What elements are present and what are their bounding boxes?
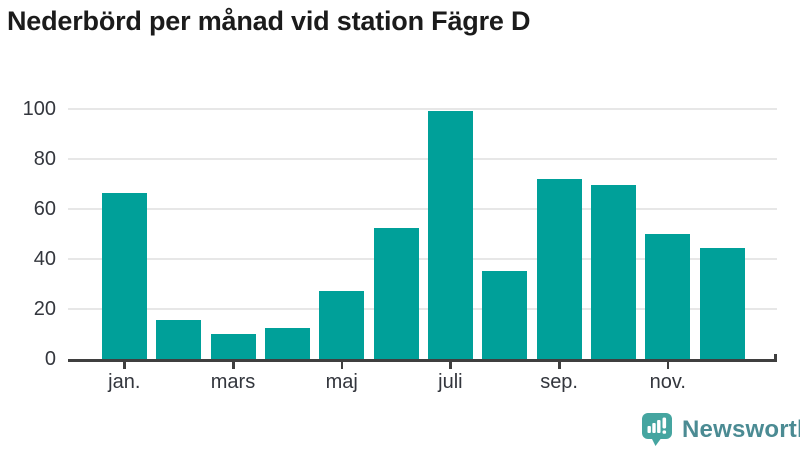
y-axis-label-0: 0 [44, 348, 56, 370]
x-axis-label-juli: juli [438, 371, 463, 393]
x-axis-label-sep: sep. [540, 371, 578, 393]
bar-nov [645, 234, 690, 359]
bar-sep [537, 179, 582, 359]
x-axis-tick-nov [666, 362, 670, 369]
chart-title: Nederbörd per månad vid station Fägre D [7, 6, 531, 36]
gridline-80 [68, 158, 777, 160]
x-axis-tick-sep [558, 362, 561, 369]
newsworthy-logo-text: Newsworthy [682, 415, 800, 443]
bar-feb [156, 320, 201, 359]
bar-dec [700, 248, 745, 359]
x-axis-line [68, 359, 777, 362]
x-axis-endcap [774, 354, 777, 362]
y-axis-label-40: 40 [33, 248, 56, 270]
bar-juli [428, 111, 473, 359]
bar-juni [374, 228, 419, 359]
gridline-20 [68, 308, 777, 310]
bar-aug [482, 271, 527, 359]
x-axis-tick-jan [123, 362, 126, 369]
gridline-100 [68, 108, 777, 110]
y-axis-label-100: 100 [22, 98, 56, 120]
x-axis-label-maj: maj [325, 371, 358, 393]
bar-apr [265, 328, 310, 359]
gridline-40 [68, 258, 777, 260]
x-axis-label-jan: jan. [108, 371, 141, 393]
bar-maj [319, 291, 364, 359]
y-axis-label-80: 80 [33, 148, 56, 170]
x-axis-tick-mars [232, 362, 235, 369]
x-axis-label-nov: nov. [649, 371, 686, 393]
y-axis-label-60: 60 [33, 198, 56, 220]
y-axis-label-20: 20 [33, 298, 56, 320]
bar-okt [591, 185, 636, 359]
bar-jan [102, 193, 147, 359]
x-axis-label-mars: mars [210, 371, 256, 393]
newsworthy-bar-chart-speech-bubble-icon [641, 412, 674, 447]
bar-mars [211, 334, 256, 359]
x-axis-tick-maj [340, 362, 344, 369]
newsworthy-logo: Newsworthy [641, 412, 800, 447]
x-axis-tick-juli [449, 362, 452, 369]
gridline-60 [68, 208, 777, 210]
